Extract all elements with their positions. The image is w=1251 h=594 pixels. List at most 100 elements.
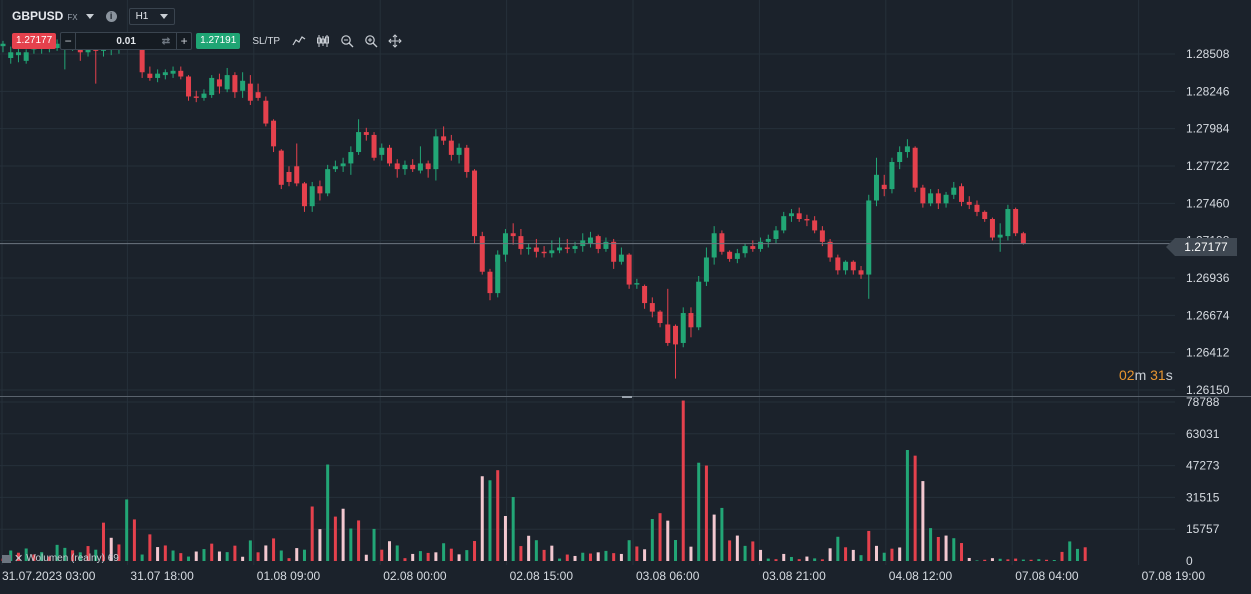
buy-button[interactable]: 1.27191	[196, 33, 241, 49]
candle	[332, 166, 338, 170]
close-icon[interactable]: ✕	[14, 553, 24, 565]
volume-bar	[411, 553, 415, 561]
time-tick-label: 07.08 19:00	[1142, 569, 1206, 583]
candle	[1005, 209, 1011, 237]
volume-bar	[403, 558, 407, 561]
volume-bar	[573, 555, 577, 561]
price-axis: 1.285081.282461.279841.277221.274601.271…	[1186, 47, 1230, 397]
zoom-out-icon[interactable]	[340, 34, 354, 48]
candle	[487, 271, 493, 294]
candle	[518, 236, 524, 249]
sltp-button[interactable]: SL/TP	[252, 35, 281, 47]
line-chart-icon[interactable]	[292, 34, 306, 48]
candle-countdown: 02m 31s	[1119, 367, 1173, 383]
candle	[665, 324, 671, 343]
candle	[765, 238, 771, 242]
volume-bar	[1052, 559, 1056, 561]
volume-bar	[256, 552, 260, 561]
volume-tick-label: 0	[1186, 554, 1193, 568]
candle	[193, 96, 199, 98]
countdown-seconds-unit: s	[1165, 367, 1173, 383]
candle	[456, 147, 462, 155]
volume-bar	[71, 550, 75, 561]
volume-tick-label: 63031	[1186, 427, 1220, 441]
zoom-in-icon[interactable]	[364, 34, 378, 48]
volume-bar	[326, 464, 330, 561]
candle	[626, 254, 632, 285]
candle	[186, 76, 192, 97]
volume-bar	[1006, 559, 1010, 561]
volume-bar	[604, 550, 608, 561]
candle	[904, 146, 910, 153]
candle	[835, 257, 841, 271]
quantity-stepper[interactable]: − 0.01 ⇄ +	[60, 32, 193, 50]
candle	[85, 49, 91, 53]
candle	[155, 73, 161, 78]
chart-grid	[0, 0, 1175, 565]
symbol-name[interactable]: GBPUSD	[12, 9, 64, 23]
candle	[843, 261, 849, 271]
candle	[394, 163, 400, 170]
candle	[294, 166, 300, 184]
time-axis: 31.07.2023 03:00 31.07 18:00 01.08 09:00 02…	[2, 569, 1205, 583]
candle	[510, 233, 516, 237]
volume-bar	[1060, 551, 1064, 561]
volume-bar	[132, 519, 136, 561]
volume-bar	[295, 548, 299, 561]
candle	[564, 247, 570, 249]
candle	[271, 120, 277, 147]
candle	[1013, 209, 1019, 234]
chevron-down-icon[interactable]	[85, 13, 94, 19]
current-price-tag: 1.27177	[1166, 238, 1237, 256]
candle	[371, 134, 377, 158]
quantity-input[interactable]: 0.01 ⇄	[76, 36, 176, 47]
candle	[139, 45, 145, 73]
candle	[873, 174, 879, 201]
candle	[928, 193, 934, 204]
pane-divider-handle[interactable]	[622, 396, 632, 398]
sell-button[interactable]: 1.27177	[12, 33, 57, 49]
candle	[587, 237, 593, 244]
volume-bar	[1068, 541, 1072, 561]
volume-bar	[952, 538, 956, 561]
volume-bar	[264, 545, 268, 561]
volume-bar	[913, 455, 917, 561]
time-tick-label: 04.08 12:00	[889, 569, 953, 583]
volume-bar	[558, 558, 562, 561]
volume-bar	[333, 516, 337, 561]
candle	[433, 136, 439, 170]
candle	[657, 311, 663, 324]
volume-bar	[55, 544, 59, 561]
candles-icon[interactable]	[316, 34, 330, 48]
volume-bar	[650, 519, 654, 561]
candle	[278, 150, 284, 185]
candle	[263, 100, 269, 124]
move-icon[interactable]	[388, 34, 402, 48]
timeframe-select[interactable]: H1	[128, 7, 176, 25]
volume-bar	[797, 559, 801, 561]
candle	[858, 270, 864, 275]
volume-bar	[318, 529, 322, 561]
candle	[340, 163, 346, 167]
volume-bar	[658, 513, 662, 561]
quantity-increase-button[interactable]: +	[176, 33, 191, 49]
volume-bar	[380, 549, 384, 561]
candle	[758, 241, 764, 249]
volume-bar	[156, 547, 160, 561]
swap-icon[interactable]: ⇄	[161, 35, 171, 47]
collapse-icon[interactable]	[2, 554, 11, 563]
info-icon[interactable]: i	[105, 10, 117, 22]
volume-bar	[279, 550, 283, 561]
volume-bar	[287, 558, 291, 561]
candle	[595, 236, 601, 249]
volume-bar	[101, 522, 105, 561]
volume-bar	[735, 535, 739, 561]
volume-bar	[372, 528, 376, 561]
volume-bar	[619, 553, 623, 561]
volume-legend[interactable]: ✕ Wolumen (realny) 69	[2, 552, 119, 565]
volume-bar	[503, 515, 507, 561]
volume-bar	[890, 548, 894, 561]
quantity-decrease-button[interactable]: −	[61, 33, 77, 49]
volume-bar	[40, 552, 44, 561]
